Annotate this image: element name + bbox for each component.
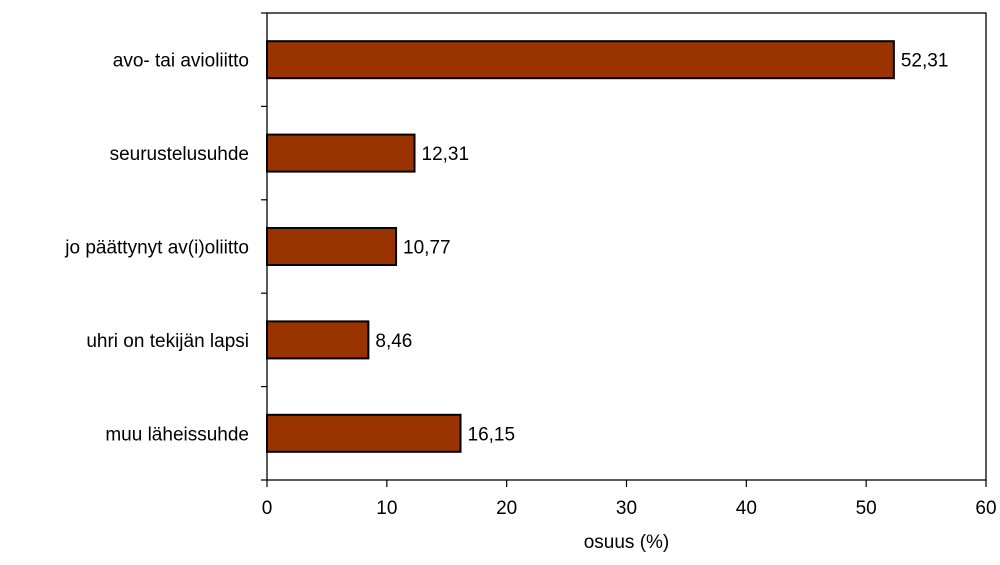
bar xyxy=(266,320,370,360)
x-tick-label: 10 xyxy=(376,498,397,519)
value-label: 52,31 xyxy=(901,51,949,72)
category-label: muu läheissuhde xyxy=(105,424,249,445)
category-label: jo päättynyt av(i)oliitto xyxy=(64,238,249,259)
x-axis-ticks: 0 10 20 30 40 50 60 xyxy=(262,480,997,519)
x-tick-label: 40 xyxy=(736,498,757,519)
value-label: 16,15 xyxy=(468,424,516,445)
x-tick-label: 20 xyxy=(496,498,517,519)
value-label: 8,46 xyxy=(375,331,412,352)
bar xyxy=(266,413,462,453)
x-tick-label: 0 xyxy=(262,498,273,519)
category-label: uhri on tekijän lapsi xyxy=(86,331,249,352)
category-label: avo- tai avioliitto xyxy=(113,51,249,72)
value-label: 12,31 xyxy=(422,144,470,165)
value-label: 10,77 xyxy=(403,238,451,259)
bar xyxy=(266,133,416,173)
x-tick-label: 50 xyxy=(856,498,877,519)
category-labels: avo- tai avioliitto seurustelusuhde jo pää… xyxy=(64,51,249,446)
bar xyxy=(266,40,895,80)
x-tick-label: 60 xyxy=(975,498,996,519)
x-tick-label: 30 xyxy=(616,498,637,519)
x-axis-title: osuus (%) xyxy=(584,532,670,553)
bar xyxy=(266,227,398,266)
category-label: seurustelusuhde xyxy=(110,144,249,165)
bar-series xyxy=(266,40,895,453)
value-labels: 52,31 12,31 10,77 8,46 16,15 xyxy=(375,51,948,446)
